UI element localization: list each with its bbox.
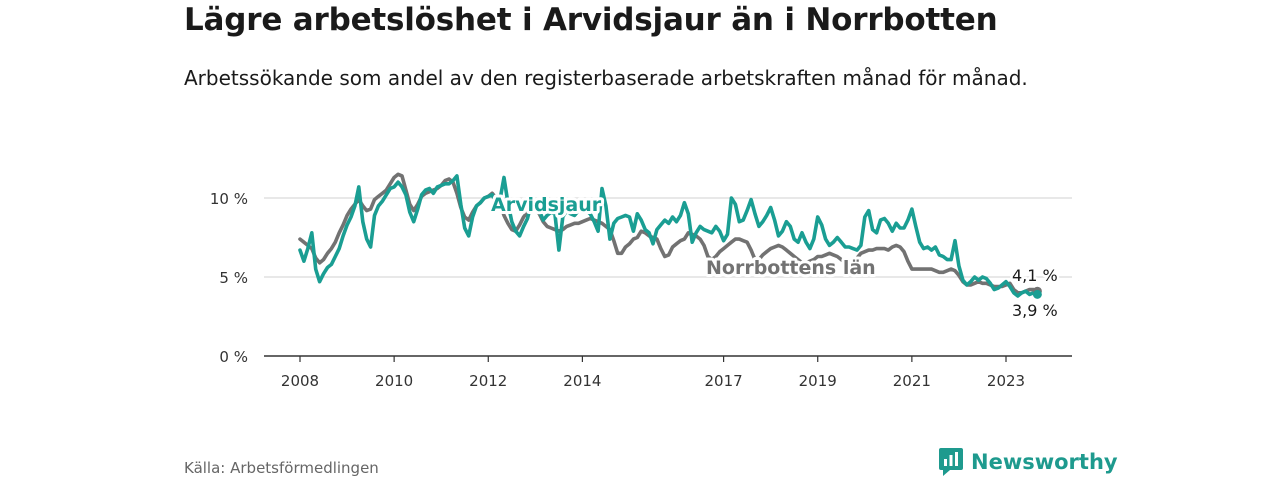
svg-text:Norrbottens län: Norrbottens län — [706, 257, 876, 279]
x-tick-label: 2023 — [987, 372, 1025, 390]
end-label-norrbotten: 4,1 %4,1 % — [1010, 264, 1061, 288]
source-note: Källa: Arbetsförmedlingen — [184, 459, 379, 477]
newsworthy-logo-icon — [939, 448, 963, 476]
x-tick-label: 2021 — [893, 372, 931, 390]
x-tick-label: 2014 — [563, 372, 601, 390]
svg-text:4,1 %: 4,1 % — [1012, 266, 1058, 285]
svg-text:Arvidsjaur: Arvidsjaur — [491, 194, 602, 216]
x-tick-label: 2008 — [281, 372, 319, 390]
chart-subtitle: Arbetssökande som andel av den registerb… — [184, 66, 1028, 90]
y-tick-label: 0 % — [219, 348, 248, 366]
x-tick-label: 2017 — [705, 372, 743, 390]
chart-title: Lägre arbetslöshet i Arvidsjaur än i Nor… — [184, 2, 998, 38]
svg-text:3,9 %: 3,9 % — [1012, 301, 1058, 320]
series-line-arvidsjaur — [298, 174, 1040, 298]
y-tick-label: 10 % — [210, 190, 248, 208]
x-tick-label: 2010 — [375, 372, 413, 390]
y-tick-label: 5 % — [219, 269, 248, 287]
x-tick-label: 2012 — [469, 372, 507, 390]
brand-name: Newsworthy — [971, 450, 1118, 474]
x-tick-label: 2019 — [799, 372, 837, 390]
svg-text:3,9 %: 3,9 % — [1012, 301, 1058, 320]
end-point-arvidsjaur — [1032, 289, 1042, 299]
svg-text:Norrbottens län: Norrbottens län — [706, 257, 876, 279]
svg-text:4,1 %: 4,1 % — [1012, 266, 1058, 285]
series-lines — [298, 172, 1042, 299]
gridlines — [264, 197, 1072, 278]
end-label-arvidsjaur: 3,9 %3,9 % — [1010, 299, 1061, 323]
series-line-norrbotten — [298, 172, 1040, 295]
line-chart: 0 % 5 % 10 % 2008 2010 2012 2014 2017 2019 2021 20… — [210, 172, 1072, 390]
axes: 0 % 5 % 10 % 2008 2010 2012 2014 2017 2019 2021 20… — [210, 190, 1072, 390]
svg-text:Arvidsjaur: Arvidsjaur — [491, 194, 602, 216]
brand-logo[interactable]: Newsworthy — [938, 447, 1118, 477]
